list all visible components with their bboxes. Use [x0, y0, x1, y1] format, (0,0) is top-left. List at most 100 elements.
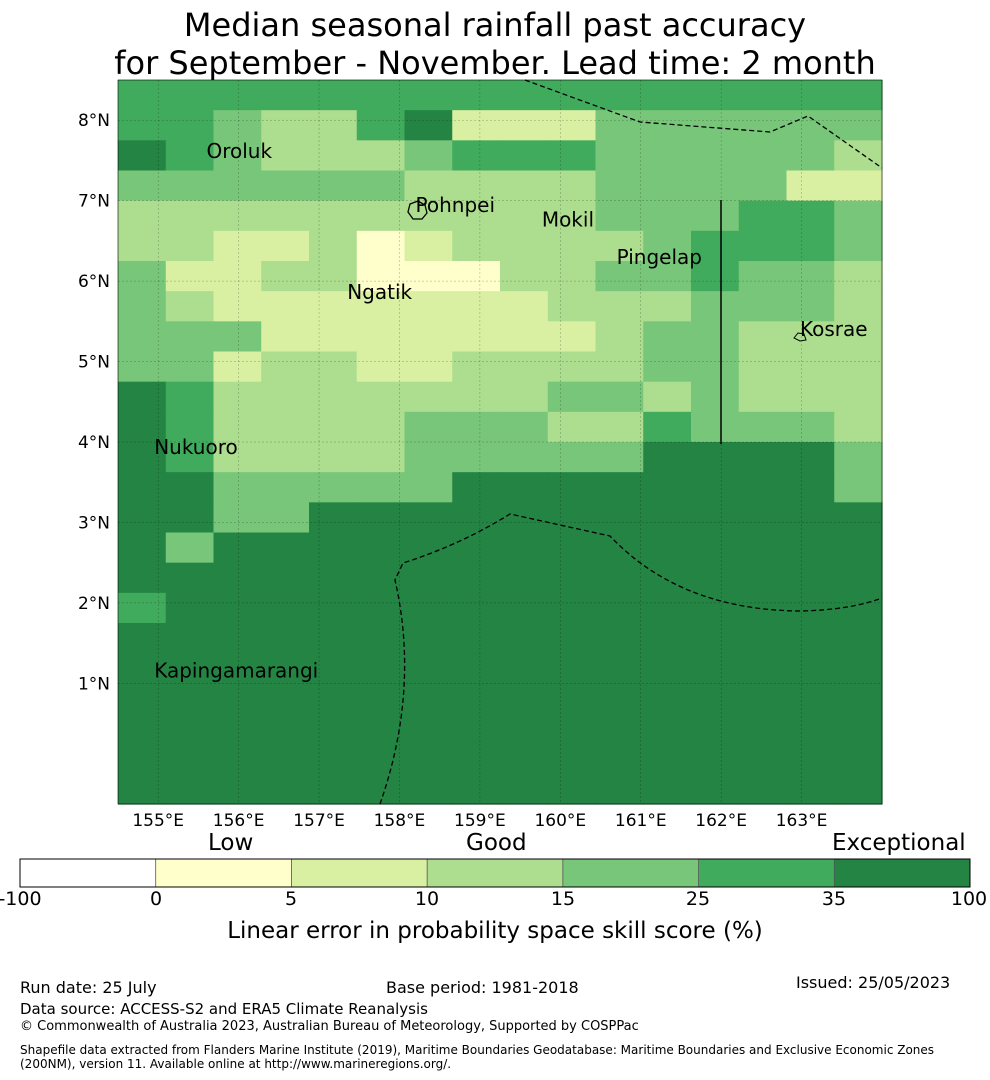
grid-cell	[452, 381, 501, 413]
grid-cell	[165, 532, 215, 564]
grid-cell	[356, 80, 406, 111]
grid-cell	[356, 502, 406, 534]
grid-cell	[118, 472, 167, 503]
grid-cell	[643, 562, 692, 594]
grid-cell	[786, 502, 835, 534]
grid-cell	[356, 411, 406, 443]
grid-cell	[404, 773, 453, 805]
grid-cell	[404, 230, 453, 262]
grid-cell	[118, 230, 167, 262]
grid-cell	[213, 773, 262, 805]
colorbar-bound-label: 100	[950, 888, 988, 910]
grid-cell	[309, 80, 358, 111]
grid-cell	[500, 653, 549, 684]
grid-cell	[643, 653, 692, 684]
grid-cell	[165, 502, 215, 534]
grid-cell	[261, 683, 310, 715]
grid-cell	[786, 683, 835, 715]
grid-cell	[547, 351, 597, 383]
shapefile-credit-line-2: (200NM), version 11. Available online at…	[20, 1057, 452, 1071]
grid-cell	[452, 562, 501, 594]
colorbar-segment	[427, 859, 563, 887]
grid-cell	[834, 411, 883, 443]
grid-cell	[834, 351, 883, 383]
grid-cell	[165, 170, 215, 202]
longitude-tick-label: 159°E	[454, 811, 506, 831]
grid-cell	[595, 321, 644, 353]
grid-cell	[165, 80, 215, 111]
latitude-tick-labels: 8°N 7°N 6°N 5°N 4°N 3°N 2°N 1°N	[78, 111, 110, 694]
grid-cell	[500, 532, 549, 564]
grid-cell	[213, 261, 262, 292]
grid-cell	[261, 623, 310, 654]
grid-cell	[643, 140, 692, 172]
grid-cell	[547, 502, 597, 534]
colorbar-bound-label: 15	[550, 888, 576, 910]
grid-cell	[118, 683, 167, 715]
grid-cell	[547, 472, 597, 503]
grid-cell	[738, 200, 788, 232]
grid-cell	[786, 472, 835, 503]
grid-cell	[738, 502, 788, 534]
grid-cell	[691, 683, 740, 715]
grid-cell	[786, 170, 835, 202]
grid-cell	[643, 411, 692, 443]
grid-cell	[500, 200, 549, 232]
grid-cell	[452, 110, 501, 141]
place-labels: Oroluk Pohnpei Mokil Pingelap Ngatik Kosrae Nu…	[154, 139, 867, 683]
longitude-tick-label: 157°E	[293, 811, 345, 831]
grid-cell	[452, 140, 501, 172]
grid-cell	[595, 562, 644, 594]
grid-cell	[404, 80, 453, 111]
grid-cell	[356, 442, 406, 473]
grid-cell	[309, 683, 358, 715]
grid-cell	[261, 532, 310, 564]
grid-cell	[118, 80, 167, 111]
grid-cell	[547, 442, 597, 473]
grid-cell	[452, 411, 501, 443]
grid-cell	[595, 592, 644, 624]
grid-cell	[118, 442, 167, 473]
grid-cell	[309, 502, 358, 534]
grid-cell	[643, 351, 692, 383]
grid-cell	[738, 321, 788, 353]
grid-cell	[547, 200, 597, 232]
grid-cell	[404, 351, 453, 383]
longitude-tick-label: 163°E	[776, 811, 828, 831]
grid-cell	[691, 653, 740, 684]
grid-cell	[261, 200, 310, 232]
grid-cell	[547, 411, 597, 443]
grid-cell	[309, 623, 358, 654]
grid-cell	[691, 472, 740, 503]
grid-cell	[500, 80, 549, 111]
longitude-tick-label: 158°E	[374, 811, 426, 831]
grid-cell	[118, 291, 167, 322]
grid-cell	[834, 713, 883, 745]
grid-cell	[786, 743, 835, 775]
grid-cell	[738, 653, 788, 684]
longitude-tick-label: 162°E	[695, 811, 747, 831]
grid-cell	[213, 502, 262, 534]
grid-cell	[118, 773, 167, 805]
grid-cell	[691, 110, 740, 141]
grid-cell	[738, 170, 788, 202]
kosrae-island-outline	[793, 332, 807, 342]
grid-cell	[547, 653, 597, 684]
grid-cell	[452, 653, 501, 684]
grid-cell	[691, 502, 740, 534]
grid-cell	[261, 321, 310, 353]
grid-cell	[500, 291, 549, 322]
grid-cell	[404, 291, 453, 322]
grid-cell	[643, 532, 692, 564]
grid-cell	[452, 321, 501, 353]
grid-cell	[261, 291, 310, 322]
grid-cell	[118, 411, 167, 443]
grid-cell	[595, 80, 644, 111]
grid-cell	[118, 170, 167, 202]
grid-cell	[595, 110, 644, 141]
grid-cell	[118, 381, 167, 413]
grid-cell	[118, 200, 167, 232]
grid-cell	[500, 773, 549, 805]
grid-cell	[595, 442, 644, 473]
grid-cell	[261, 502, 310, 534]
